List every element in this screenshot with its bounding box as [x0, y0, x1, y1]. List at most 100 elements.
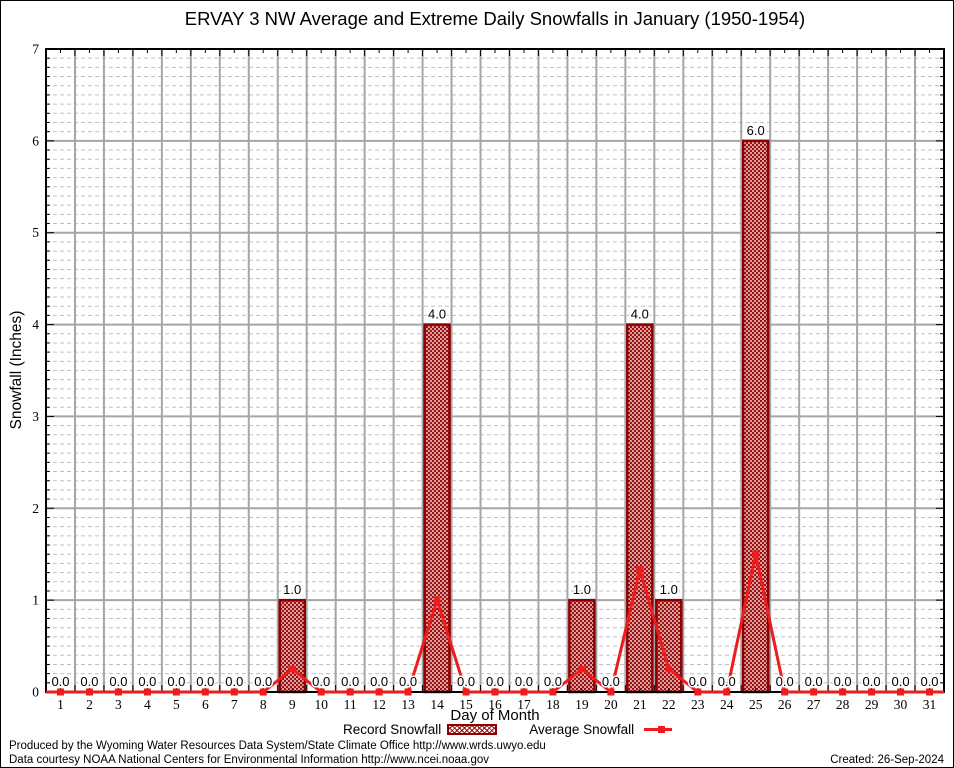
y-tick-label-1: 1 — [32, 593, 39, 608]
average-marker-day-17 — [520, 688, 528, 696]
value-label-day-24: 0.0 — [718, 674, 736, 689]
value-label-day-4: 0.0 — [138, 674, 156, 689]
value-label-day-29: 0.0 — [863, 674, 881, 689]
x-tick-label-2: 2 — [86, 697, 93, 712]
average-marker-day-7 — [230, 688, 238, 696]
x-tick-label-4: 4 — [144, 697, 151, 712]
average-marker-day-24 — [723, 688, 731, 696]
value-label-day-23: 0.0 — [689, 674, 707, 689]
x-tick-label-24: 24 — [720, 697, 734, 712]
value-label-day-11: 0.0 — [341, 674, 359, 689]
average-marker-day-16 — [491, 688, 499, 696]
value-label-day-3: 0.0 — [109, 674, 127, 689]
value-label-day-1: 0.0 — [51, 674, 69, 689]
x-tick-label-11: 11 — [344, 697, 357, 712]
average-marker-day-22 — [665, 665, 673, 673]
average-marker-day-31 — [926, 688, 934, 696]
average-marker-day-27 — [810, 688, 818, 696]
minor-gridlines — [46, 57, 944, 684]
y-tick-label-3: 3 — [32, 409, 39, 424]
average-marker-day-23 — [694, 688, 702, 696]
average-marker-day-25 — [752, 550, 760, 558]
value-label-day-16: 0.0 — [486, 674, 504, 689]
footer-produced-by: Produced by the Wyoming Water Resources … — [9, 740, 546, 752]
average-marker-day-8 — [259, 688, 267, 696]
x-tick-label-29: 29 — [865, 697, 879, 712]
x-tick-label-1: 1 — [57, 697, 64, 712]
footer-created-date: Created: 26-Sep-2024 — [830, 754, 944, 766]
average-snowfall-line-icon — [644, 725, 673, 733]
y-tick-labels: 0 1 2 3 4 5 6 7 — [32, 42, 39, 700]
average-marker-day-21 — [636, 566, 644, 574]
average-marker-day-4 — [143, 688, 151, 696]
average-marker-day-13 — [404, 688, 412, 696]
value-label-day-14: 4.0 — [428, 307, 446, 322]
record-bar-day-25 — [741, 139, 770, 694]
x-tick-label-9: 9 — [289, 697, 296, 712]
x-tick-label-8: 8 — [260, 697, 267, 712]
value-label-day-2: 0.0 — [80, 674, 98, 689]
x-tick-label-19: 19 — [575, 697, 589, 712]
major-gridlines — [46, 139, 944, 602]
record-bar-day-14 — [423, 323, 451, 694]
legend: Record Snowfall Average Snowfall — [343, 721, 673, 737]
x-axis-label: Day of Month — [450, 707, 540, 724]
value-label-day-25: 6.0 — [747, 123, 765, 138]
value-label-day-10: 0.0 — [312, 674, 330, 689]
y-tick-label-4: 4 — [32, 317, 39, 332]
value-label-day-22: 1.0 — [660, 582, 678, 597]
record-snowfall-swatch-icon — [447, 723, 498, 735]
x-tick-label-30: 30 — [894, 697, 908, 712]
vertical-gridlines — [73, 49, 917, 692]
value-label-day-9: 1.0 — [283, 582, 301, 597]
average-marker-day-29 — [868, 688, 876, 696]
average-marker-day-28 — [839, 688, 847, 696]
x-tick-label-10: 10 — [314, 697, 328, 712]
value-label-day-15: 0.0 — [457, 674, 475, 689]
x-tick-label-18: 18 — [546, 697, 560, 712]
y-tick-label-6: 6 — [32, 133, 39, 148]
x-tick-label-25: 25 — [749, 697, 763, 712]
average-marker-day-11 — [346, 688, 354, 696]
value-label-day-5: 0.0 — [167, 674, 185, 689]
value-label-day-30: 0.0 — [892, 674, 910, 689]
average-marker-day-3 — [114, 688, 122, 696]
average-marker-day-5 — [172, 688, 180, 696]
x-tick-label-15: 15 — [459, 697, 473, 712]
value-label-day-7: 0.0 — [225, 674, 243, 689]
x-tick-label-13: 13 — [401, 697, 415, 712]
average-marker-day-26 — [781, 688, 789, 696]
record-bar-day-21 — [626, 323, 654, 694]
x-tick-label-6: 6 — [202, 697, 209, 712]
legend-record-label: Record Snowfall — [343, 721, 442, 737]
average-marker-day-2 — [85, 688, 93, 696]
x-tick-label-26: 26 — [778, 697, 792, 712]
y-tick-label-2: 2 — [32, 501, 39, 516]
y-tick-label-5: 5 — [32, 225, 39, 240]
average-marker-day-30 — [897, 688, 905, 696]
y-tick-label-7: 7 — [32, 42, 39, 57]
value-label-day-6: 0.0 — [196, 674, 214, 689]
record-bar-day-19 — [568, 598, 596, 694]
value-label-day-21: 4.0 — [631, 307, 649, 322]
x-tick-label-16: 16 — [488, 697, 502, 712]
value-label-day-27: 0.0 — [805, 674, 823, 689]
average-marker-day-19 — [578, 665, 586, 673]
value-label-day-8: 0.0 — [254, 674, 272, 689]
x-tick-label-21: 21 — [633, 697, 647, 712]
average-marker-day-18 — [549, 688, 557, 696]
value-label-day-12: 0.0 — [370, 674, 388, 689]
average-marker-day-12 — [375, 688, 383, 696]
value-label-day-20: 0.0 — [602, 674, 620, 689]
x-tick-label-27: 27 — [807, 697, 821, 712]
average-marker-day-1 — [56, 688, 64, 696]
bar-value-labels: 0.0 0.0 0.0 0.0 0.0 0.0 0.0 0.0 1.0 0.0 0.0 0.0 0.0 4… — [50, 121, 940, 690]
x-tick-label-17: 17 — [517, 697, 531, 712]
x-tick-label-5: 5 — [173, 697, 180, 712]
legend-average-label: Average Snowfall — [529, 721, 635, 737]
average-snowfall-line — [46, 552, 944, 694]
value-label-day-17: 0.0 — [515, 674, 533, 689]
value-label-day-13: 0.0 — [399, 674, 417, 689]
